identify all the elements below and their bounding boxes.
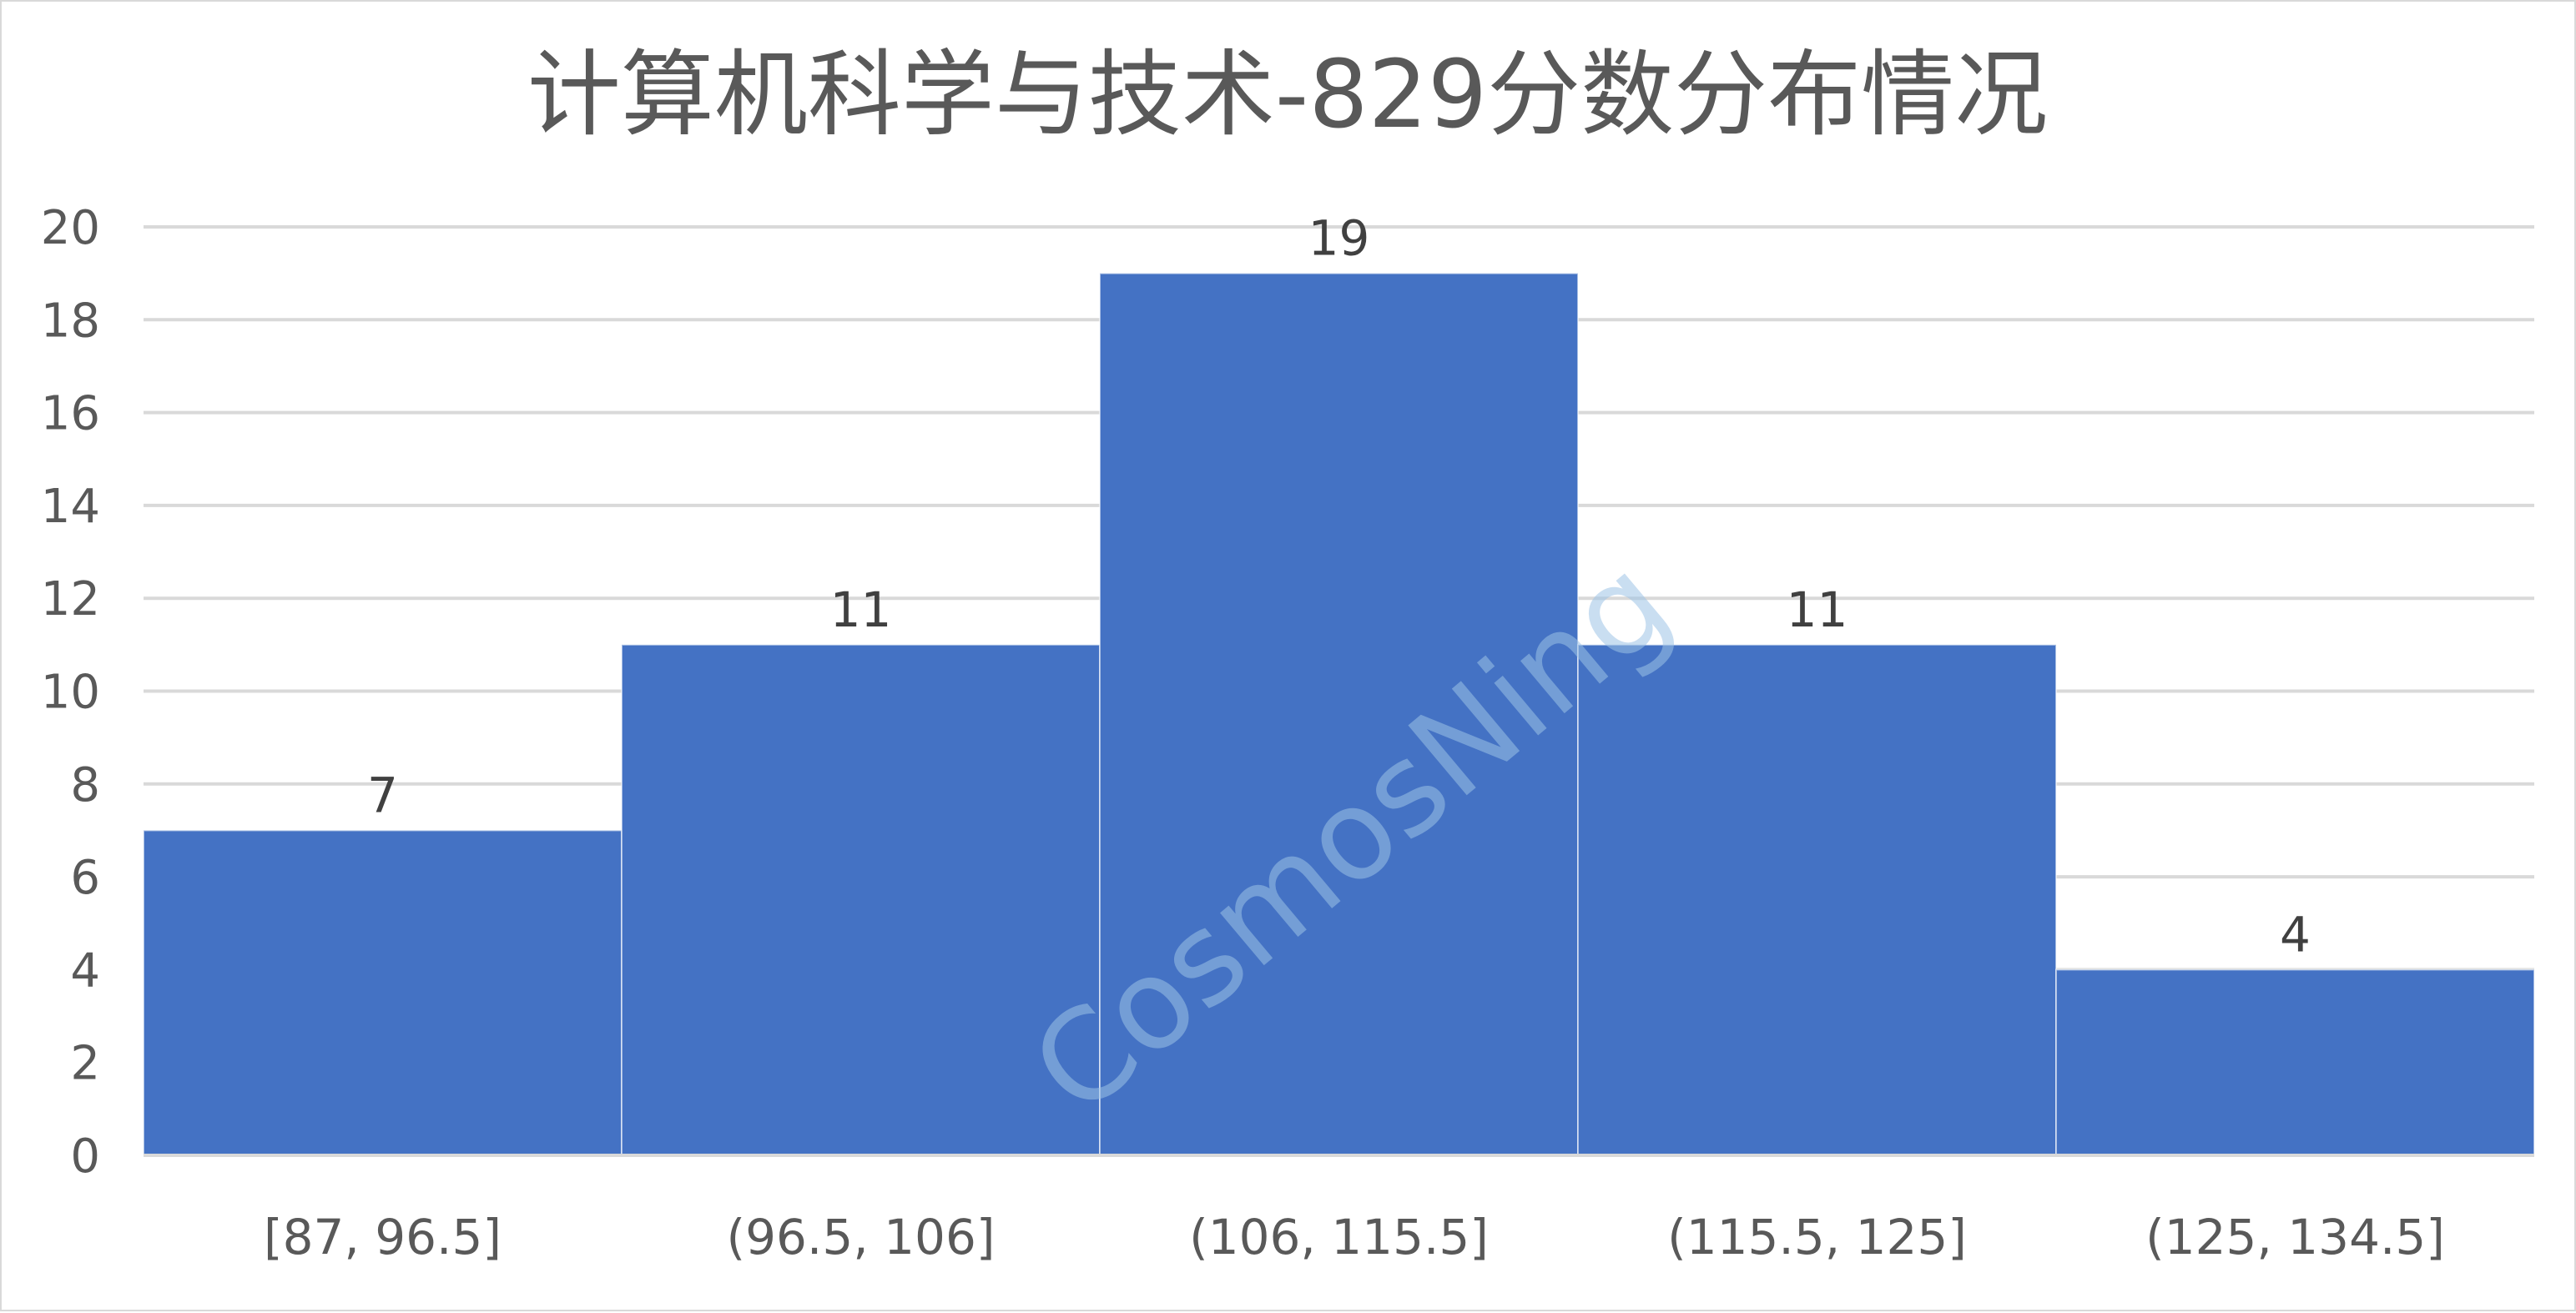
bars bbox=[143, 272, 2535, 1157]
x-tick-label-3: (115.5, 125] bbox=[1667, 1209, 1967, 1265]
y-tick-label: 4 bbox=[70, 943, 100, 998]
y-tick-label: 0 bbox=[70, 1129, 100, 1184]
y-tick-label: 16 bbox=[41, 387, 100, 441]
y-tick-label: 12 bbox=[41, 572, 100, 626]
data-label-0: 7 bbox=[367, 767, 398, 823]
bar-4 bbox=[2055, 968, 2535, 1157]
y-tick-label: 10 bbox=[41, 666, 100, 720]
data-label-2: 19 bbox=[1308, 210, 1370, 267]
x-tick-label-1: (96.5, 106] bbox=[727, 1209, 996, 1265]
y-tick-label: 18 bbox=[41, 294, 100, 348]
x-axis-tick-labels: [87, 96.5] (96.5, 106] (106, 115.5] (115.5,… bbox=[264, 1209, 2445, 1265]
y-tick-label: 8 bbox=[70, 758, 100, 812]
bar-2 bbox=[1099, 272, 1579, 1156]
bar-3 bbox=[1577, 643, 2057, 1156]
x-tick-label-2: (106, 115.5] bbox=[1189, 1209, 1489, 1265]
y-tick-label: 6 bbox=[70, 851, 100, 905]
x-tick-label-0: [87, 96.5] bbox=[264, 1209, 502, 1265]
bar-0 bbox=[143, 829, 623, 1156]
bar-1 bbox=[621, 643, 1101, 1156]
y-tick-label: 20 bbox=[41, 201, 100, 255]
data-label-3: 11 bbox=[1787, 581, 1848, 638]
data-label-4: 4 bbox=[2280, 906, 2311, 963]
y-axis-tick-labels: 0 2 4 6 8 10 12 14 16 18 20 bbox=[41, 201, 100, 1184]
data-label-1: 11 bbox=[830, 581, 892, 638]
data-labels: 7 11 19 11 4 bbox=[367, 210, 2311, 963]
chart-title: 计算机科学与技术-829分数分布情况 bbox=[527, 41, 2048, 149]
x-tick-label-4: (125, 134.5] bbox=[2145, 1209, 2445, 1265]
y-tick-label: 2 bbox=[70, 1037, 100, 1091]
y-tick-label: 14 bbox=[41, 480, 100, 534]
